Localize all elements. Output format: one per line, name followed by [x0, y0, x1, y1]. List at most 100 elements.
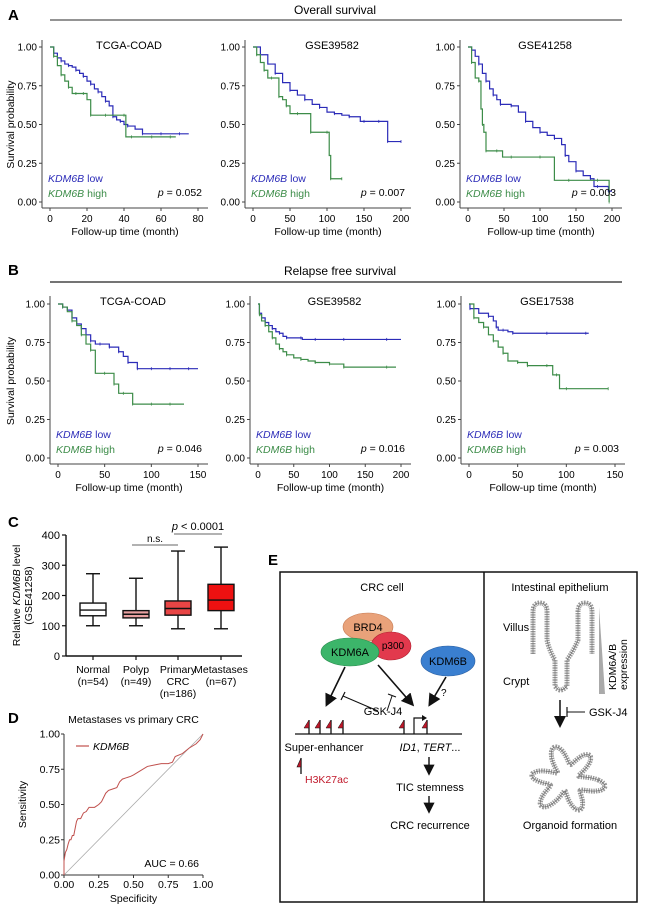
- legend-high-level: high: [287, 188, 310, 200]
- kdm6b-label: KDM6B: [429, 656, 467, 668]
- x-tick-label: 0: [466, 470, 472, 481]
- x-tick-label: 150: [568, 214, 585, 225]
- x-tick-label: 0: [55, 470, 61, 481]
- category-label: Primary: [160, 664, 197, 676]
- survival-curve-high: [253, 46, 342, 180]
- x-tick-label: 0: [47, 214, 53, 225]
- y-tick-label: 0.25: [18, 159, 38, 170]
- panel-e-frame: [279, 571, 638, 903]
- category-label: Metastases: [194, 664, 248, 676]
- legend-low: KDM6B low: [467, 429, 522, 441]
- survival-curve-low: [253, 46, 401, 143]
- y-tick-label: 1.00: [40, 729, 61, 741]
- y-tick-label: 0.25: [226, 415, 246, 426]
- panel-b-letter: B: [8, 262, 19, 279]
- y-tick-label: 0.00: [437, 454, 457, 465]
- y-tick-label: 0.25: [26, 415, 46, 426]
- panel-e-diagram: CRC cell Intestinal epithelium BRD4 p300…: [279, 571, 638, 903]
- p-number: = 0.007: [367, 187, 405, 199]
- legend-high-gene: KDM6B: [256, 444, 292, 456]
- kdm6b-protein: [420, 645, 476, 677]
- kdm6a-to-promoter-arrow: [377, 664, 415, 707]
- legend-low: KDM6B low: [48, 173, 103, 185]
- legend-low-level: low: [92, 429, 111, 441]
- y-label-part: KDM6B: [11, 569, 23, 605]
- reference-diagonal: [63, 733, 204, 876]
- p-number: = 0.052: [164, 187, 202, 199]
- legend-high: KDM6B high: [48, 188, 107, 200]
- km-plot-b-tcga: 0.00 0.25 0.50 0.75 1.00 0 50 100 150 Follow-up t…: [5, 296, 208, 494]
- x-tick-label: 100: [558, 470, 575, 481]
- x-tick-label: 150: [607, 470, 624, 481]
- roc-title: Metastases vs primary CRC: [68, 714, 199, 726]
- y-tick-label: 0.75: [18, 81, 38, 92]
- legend-high-gene: KDM6B: [251, 188, 287, 200]
- legend-low-level: low: [502, 173, 521, 185]
- h3k27ac-flag: [325, 719, 332, 729]
- y-label-part: Relative: [11, 605, 23, 646]
- legend-high-level: high: [503, 444, 526, 456]
- crypt-label: Crypt: [503, 676, 529, 688]
- gskj4-inhibit-line-left: [342, 695, 379, 712]
- x-tick-label: 200: [393, 470, 410, 481]
- legend-low: KDM6B low: [256, 429, 311, 441]
- x-tick-label: 50: [284, 214, 296, 225]
- plot-title: TCGA-COAD: [100, 296, 166, 308]
- y-tick-label: 1.00: [437, 300, 457, 311]
- p-value: p = 0.046: [157, 443, 202, 455]
- legend-high: KDM6B high: [256, 444, 315, 456]
- category-label: (n=186): [160, 688, 196, 700]
- gene-sep: ,: [417, 742, 423, 754]
- survival-curve-high: [468, 46, 610, 202]
- legend-high-gene: KDM6B: [466, 188, 502, 200]
- p-label: p < 0.0001: [171, 521, 224, 533]
- y-tick-label: 0.75: [40, 764, 61, 776]
- y-tick-label: 0.00: [40, 870, 61, 882]
- expression-label-2: expression: [618, 639, 630, 690]
- y-tick-label: 0.25: [221, 159, 241, 170]
- survival-curve-low: [58, 303, 198, 370]
- p-symbol: p: [171, 521, 178, 533]
- h3k27ac-flag: [421, 719, 428, 729]
- ns-label: n.s.: [147, 534, 163, 545]
- y-tick-label: 0.75: [437, 338, 457, 349]
- y-tick-label: 0.50: [221, 120, 241, 131]
- p-value: p = 0.007: [360, 187, 405, 199]
- survival-curve-low: [468, 46, 612, 192]
- y-tick-label: 400: [42, 530, 60, 542]
- panel-e-letter: E: [268, 552, 278, 569]
- gskj4-inhibit-line-right: [386, 695, 393, 712]
- y-tick-label: 0.50: [26, 377, 46, 388]
- x-tick-label: 80: [192, 214, 204, 225]
- x-axis-label: Specificity: [110, 893, 158, 905]
- survival-curve-high: [469, 303, 609, 390]
- y-tick-label: 0.50: [18, 120, 38, 131]
- x-axis-label: Follow-up time (month): [487, 226, 594, 238]
- category-label: (n=54): [78, 676, 109, 688]
- inhibit-bar-right: [387, 693, 397, 698]
- overall-survival-title: Overall survival: [294, 3, 376, 17]
- y-axis-label: Survival probability: [5, 80, 17, 169]
- legend-high: KDM6B high: [56, 444, 115, 456]
- legend-flag: [296, 757, 302, 768]
- legend-low-level: low: [287, 173, 306, 185]
- y-tick-label: 0.00: [26, 454, 46, 465]
- legend-low-gene: KDM6B: [48, 173, 84, 185]
- brd4-label: BRD4: [353, 622, 382, 634]
- y-tick-label: 0: [54, 651, 60, 663]
- x-axis-label: Follow-up time (month): [75, 482, 182, 494]
- plot-title: GSE39582: [305, 40, 359, 52]
- auc-label: AUC = 0.66: [144, 858, 199, 870]
- x-tick-label: 100: [319, 214, 336, 225]
- box-plot-c: 0 100 200 300 400 Relative KDM6B level(GSE412…: [11, 521, 248, 700]
- p-symbol: p: [157, 187, 164, 199]
- plot-title: GSE41258: [518, 40, 572, 52]
- category-label: (n=67): [206, 676, 237, 688]
- x-tick-label: 200: [393, 214, 410, 225]
- x-axis-label: Follow-up time (month): [489, 482, 596, 494]
- x-axis-label: Follow-up time (month): [71, 226, 178, 238]
- villus-crypt-outline: [532, 602, 593, 691]
- km-plot-a-gse39582: 0.00 0.25 0.50 0.75 1.00 0 50 100 150 200 Follow-u…: [221, 40, 411, 238]
- x-tick-label: 150: [357, 470, 374, 481]
- legend-high-level: high: [502, 188, 525, 200]
